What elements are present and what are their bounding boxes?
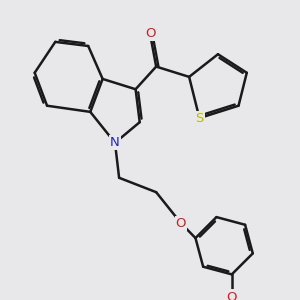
Text: O: O (226, 290, 237, 300)
Text: O: O (176, 217, 186, 230)
Text: O: O (145, 27, 155, 40)
Text: S: S (195, 112, 204, 124)
Text: N: N (110, 136, 120, 149)
